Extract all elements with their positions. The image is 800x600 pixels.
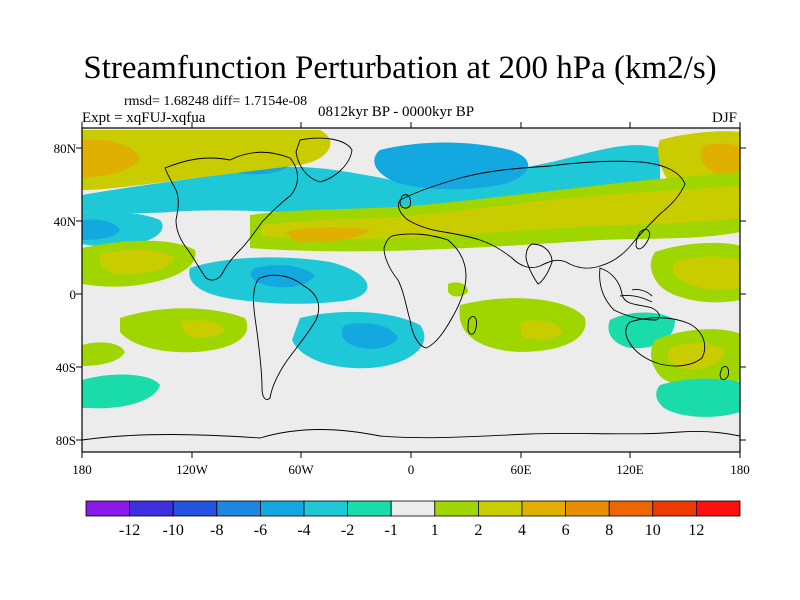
coast-africa	[383, 233, 467, 349]
coast-india	[525, 243, 553, 285]
colorbar	[85, 500, 741, 517]
stats-label: rmsd= 1.68248 diff= 1.7154e-08	[124, 94, 308, 109]
lon-label: 120E	[616, 462, 644, 477]
coast-uk	[399, 194, 411, 209]
contour-south-green	[82, 342, 125, 366]
colorbar-box	[477, 500, 523, 517]
coast-greenland	[295, 137, 353, 183]
colorbar-label: 8	[605, 522, 613, 539]
lon-label: 180	[730, 462, 750, 477]
coast-indonesia	[619, 289, 653, 303]
coastlines	[82, 137, 740, 441]
colorbar-label: 1	[431, 522, 439, 539]
colorbar-box	[216, 500, 261, 517]
colorbar-label: -6	[254, 522, 267, 539]
contour-north-blue	[374, 142, 529, 190]
colorbar-label: 4	[518, 522, 526, 539]
colorbar-label: -12	[119, 522, 140, 539]
colorbar-labels: -12 -10 -8 -6 -4 -2 -1 1 2 4 6 8 10 12	[119, 522, 704, 539]
colorbar-box	[652, 500, 697, 517]
experiment-label: Expt = xqFUJ-xqfua	[82, 110, 206, 126]
period-label: 0812kyr BP - 0000kyr BP	[318, 104, 475, 120]
colorbar-box	[259, 500, 305, 517]
coast-north-america	[164, 151, 298, 281]
colorbar-label: -8	[210, 522, 223, 539]
colorbar-box	[172, 500, 218, 517]
colorbar-label: 6	[562, 522, 570, 539]
colorbar-box	[608, 500, 654, 517]
lon-label: 60W	[288, 462, 314, 477]
coast-new-zealand	[719, 365, 729, 381]
colorbar-box	[434, 500, 479, 517]
colorbar-box	[129, 500, 174, 517]
contour-midlat-orange	[285, 227, 370, 242]
contour-spacific-yellow	[180, 320, 225, 338]
colorbar-label: -1	[385, 522, 398, 539]
contour-pacific-yellow	[99, 249, 175, 275]
contour-indian-yellow	[520, 320, 562, 340]
colorbar-box	[85, 500, 130, 517]
coast-seasia	[599, 267, 660, 321]
colorbar-label: 10	[645, 522, 661, 539]
colorbar-box	[303, 500, 348, 517]
contour-field	[82, 128, 740, 452]
lat-label: 40N	[54, 214, 77, 229]
contour-arctic-orange	[82, 139, 140, 178]
contour-arctic-yellow	[82, 130, 331, 190]
coast-madagascar	[467, 316, 477, 335]
lon-label: 60E	[511, 462, 532, 477]
colorbar-label: 12	[688, 522, 704, 539]
colorbar-box	[696, 500, 741, 517]
map-title: Streamfunction Perturbation at 200 hPa (…	[83, 50, 717, 86]
axis-ticks	[76, 122, 746, 458]
lon-label: 180	[72, 462, 92, 477]
contour-wpacific-yellow	[673, 256, 740, 290]
colorbar-label: -10	[163, 522, 184, 539]
colorbar-label: 2	[474, 522, 482, 539]
lat-label: 80N	[54, 141, 77, 156]
colorbar-box	[347, 500, 392, 517]
lat-label: 40S	[56, 360, 76, 375]
coast-south-america	[253, 274, 320, 400]
season-label: DJF	[712, 110, 738, 126]
lat-label: 80S	[56, 433, 76, 448]
contour-satl-blue	[341, 323, 398, 349]
contour-pacific-blue	[82, 219, 120, 240]
contour-southern-cyan	[82, 374, 160, 409]
coast-australia	[625, 317, 706, 367]
lon-label: 0	[408, 462, 415, 477]
lon-label: 120W	[176, 462, 209, 477]
colorbar-box	[521, 500, 566, 517]
contour-aus-yellow	[667, 343, 725, 370]
lon-axis-labels: 180 120W 60W 0 60E 120E 180	[72, 462, 750, 477]
colorbar-box	[390, 500, 436, 517]
lat-axis-labels: 80N 40N 0 40S 80S	[54, 141, 77, 448]
colorbar-box	[565, 500, 610, 517]
colorbar-label: -2	[341, 522, 354, 539]
contour-southern-cyan-2	[656, 378, 740, 417]
colorbar-label: -4	[297, 522, 310, 539]
coast-eurasia	[397, 160, 686, 269]
coast-japan	[635, 229, 651, 250]
coast-antarctica	[82, 429, 740, 441]
contour-midlat-yellow	[262, 186, 740, 240]
contour-east-orange	[700, 143, 740, 179]
lat-label: 0	[70, 287, 77, 302]
